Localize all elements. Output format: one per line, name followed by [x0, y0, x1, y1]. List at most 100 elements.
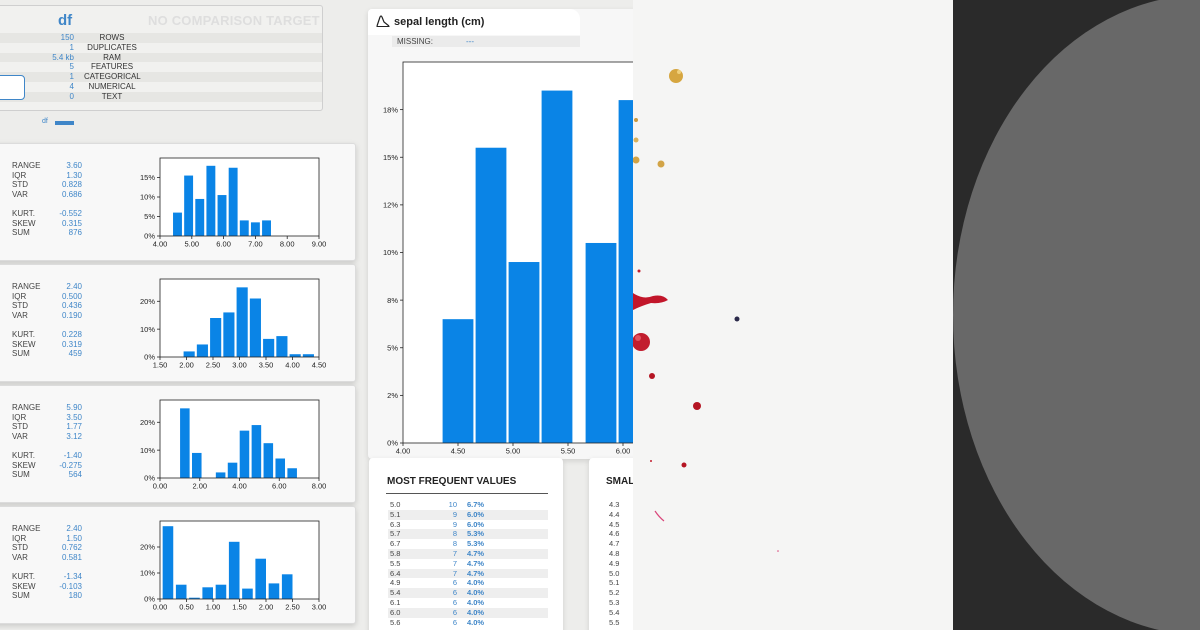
frequency-row: 5.0 10 6.7%	[388, 500, 548, 510]
stat-value: 180	[68, 591, 82, 601]
feature-detail-tab[interactable]	[368, 9, 580, 35]
frequency-percent: 4.0%	[467, 598, 485, 607]
x-tick-label: 4.50	[451, 447, 466, 456]
stat-row: VAR 0.581	[12, 553, 82, 563]
most-frequent-title: MOST FREQUENT VALUES	[387, 476, 517, 487]
histogram-bar	[275, 458, 286, 478]
stat-label: RANGE	[12, 524, 41, 533]
stat-label: SKEW	[12, 581, 36, 591]
summary-row: 1 CATEGORICAL	[0, 72, 322, 82]
histogram-bar	[263, 338, 275, 357]
histogram-bar	[239, 430, 250, 478]
histogram-bar	[184, 175, 194, 236]
missing-label: MISSING:	[397, 37, 434, 46]
frequency-percent: 4.7%	[467, 549, 485, 558]
histogram-bar	[262, 220, 271, 236]
histogram-bar	[268, 583, 280, 599]
paint-splatter-image	[633, 69, 779, 552]
frequency-count: 9	[452, 519, 457, 529]
frequency-percent: 4.7%	[467, 558, 485, 568]
stat-row: IQR 1.30	[12, 171, 82, 181]
y-tick-label: 10%	[140, 193, 155, 202]
frequency-count: 6	[452, 588, 457, 598]
legend-swatch	[55, 121, 74, 125]
frequency-percent: 6.7%	[467, 500, 485, 509]
histogram-bar	[585, 242, 617, 443]
x-tick-label: 0.00	[153, 603, 168, 612]
x-tick-label: 6.00	[616, 447, 631, 456]
histogram-bar	[236, 287, 248, 357]
stat-label: STD	[12, 543, 28, 553]
stat-row: SKEW -0.103	[12, 582, 82, 592]
stat-value: 0.315	[61, 218, 82, 228]
histogram-bar	[442, 319, 474, 443]
stat-row: STD 0.762	[12, 543, 82, 553]
summary-label: RAM	[103, 52, 121, 62]
summary-label: NUMERICAL	[88, 82, 136, 91]
stat-row: IQR 3.50	[12, 413, 82, 423]
y-tick-label: 2%	[387, 391, 398, 400]
stat-row: SUM 459	[12, 349, 82, 359]
stat-row: STD 0.436	[12, 301, 82, 311]
stat-label: VAR	[12, 189, 28, 199]
y-tick-label: 0%	[144, 232, 155, 241]
missing-value: ---	[466, 37, 474, 46]
stat-value: 0.190	[61, 310, 82, 320]
frequency-value: 6.3	[390, 519, 401, 529]
x-tick-label: 5.50	[561, 447, 576, 456]
summary-row: 1 DUPLICATES	[0, 43, 322, 53]
stat-value: 2.40	[66, 282, 82, 291]
stat-value: 2.40	[66, 524, 82, 533]
frequency-row: 6.4 7 4.7%	[388, 568, 548, 579]
x-tick-label: 8.00	[280, 240, 295, 249]
stat-row: RANGE 3.60	[12, 161, 82, 171]
stat-row: SUM 180	[12, 591, 82, 601]
frequency-percent: 4.0%	[467, 607, 485, 617]
x-tick-label: 4.50	[312, 361, 327, 370]
x-tick-label: 3.50	[259, 361, 274, 370]
summary-row: 5 FEATURES	[0, 62, 322, 72]
frequency-percent: 5.3%	[467, 539, 485, 549]
stat-row: IQR 1.50	[12, 534, 82, 544]
stat-value: 0.762	[61, 543, 82, 553]
frequency-value: 5.6	[390, 617, 401, 627]
x-tick-label: 5.00	[506, 447, 521, 456]
stat-label: SKEW	[12, 218, 36, 228]
frequency-count: 8	[452, 529, 457, 539]
stat-row: SKEW 0.319	[12, 340, 82, 350]
x-tick-label: 5.00	[184, 240, 199, 249]
frequency-count: 7	[452, 558, 457, 568]
x-tick-label: 1.50	[232, 603, 247, 612]
stat-row: STD 0.828	[12, 180, 82, 190]
x-tick-label: 1.50	[153, 361, 168, 370]
histogram-bar	[228, 167, 238, 236]
frequency-row: 5.8 7 4.7%	[388, 549, 548, 559]
histogram-bar	[173, 212, 182, 236]
smallest-value: 4.8	[609, 549, 620, 558]
x-tick-label: 0.00	[153, 482, 168, 491]
frequency-count: 6	[452, 607, 457, 617]
frequency-value: 5.4	[390, 588, 401, 598]
dataset-toggle-button[interactable]	[0, 75, 25, 100]
x-tick-label: 3.00	[312, 603, 327, 612]
x-tick-label: 2.00	[179, 361, 194, 370]
y-tick-label: 10%	[140, 569, 155, 578]
frequency-count: 6	[452, 578, 457, 588]
frequency-row: 6.3 9 6.0%	[388, 520, 548, 530]
frequency-percent: 6.0%	[467, 519, 485, 529]
y-tick-label: 20%	[140, 297, 155, 306]
smallest-value: 4.9	[609, 558, 620, 568]
stat-label: KURT.	[12, 451, 35, 460]
missing-row: MISSING: ---	[392, 36, 580, 47]
x-tick-label: 7.00	[248, 240, 263, 249]
summary-value: 0	[69, 91, 74, 101]
frequency-value: 5.1	[390, 509, 401, 519]
x-tick-label: 9.00	[312, 240, 327, 249]
stat-value: -0.275	[59, 460, 82, 470]
feature-detail-histogram: 4.004.505.005.506.006.500%2%5%8%10%12%15…	[383, 61, 701, 456]
stat-label: RANGE	[12, 282, 41, 291]
frequency-row: 5.7 8 5.3%	[388, 529, 548, 540]
summary-row: 5.4 kb RAM	[0, 52, 322, 63]
histogram-bar	[183, 351, 195, 357]
frequency-row: 6.1 6 4.0%	[388, 598, 548, 608]
